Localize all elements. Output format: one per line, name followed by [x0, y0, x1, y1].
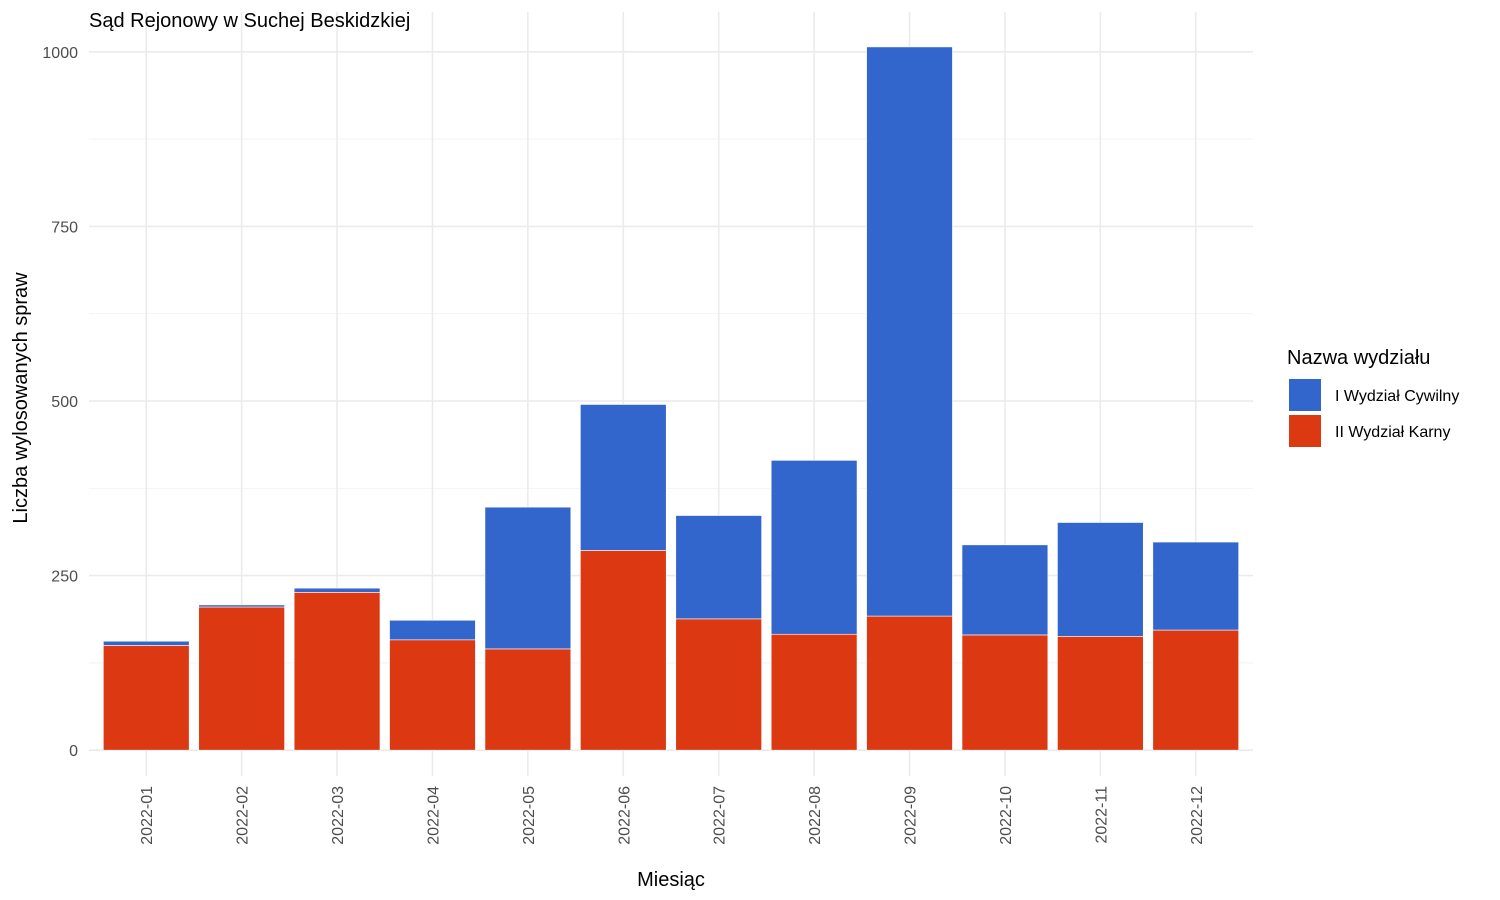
- bar-segment: [1152, 629, 1239, 751]
- x-tick-label: 2022-11: [1093, 786, 1110, 844]
- x-tick-label: 2022-12: [1189, 786, 1206, 845]
- bar-segment: [1057, 636, 1144, 751]
- bar-segment: [198, 604, 285, 608]
- bar-segment: [961, 634, 1049, 751]
- legend-swatch: [1289, 379, 1321, 411]
- legend-items: I Wydział Cywilny II Wydział Karny: [1289, 379, 1459, 447]
- bar-segment: [1057, 522, 1144, 637]
- legend-title: Nazwa wydziału: [1287, 347, 1430, 369]
- bar-segment: [389, 639, 476, 751]
- y-tick-label: 750: [51, 219, 78, 236]
- bar-segment: [770, 460, 858, 635]
- bar-segment: [1152, 541, 1239, 631]
- bar-segment: [961, 544, 1049, 636]
- chart-title: Sąd Rejonowy w Suchej Beskidzkiej: [89, 10, 410, 32]
- x-tick-label: 2022-03: [330, 786, 347, 845]
- bar-segment: [580, 550, 667, 751]
- y-tick-label: 1000: [42, 45, 78, 62]
- x-tick-label: 2022-06: [616, 786, 633, 845]
- x-tick-label: 2022-02: [235, 786, 252, 845]
- bar-segment: [293, 587, 381, 593]
- y-axis-ticks: 0 250 500 750 1000: [42, 45, 78, 760]
- x-tick-label: 2022-01: [139, 786, 156, 845]
- x-tick-label: 2022-05: [521, 786, 538, 845]
- bar-segment: [484, 506, 572, 650]
- x-tick-label: 2022-10: [998, 786, 1015, 845]
- bar-segment: [675, 515, 762, 620]
- bar-segment: [198, 606, 285, 751]
- x-tick-label: 2022-04: [425, 786, 442, 845]
- x-tick-label: 2022-08: [807, 786, 824, 845]
- bar-segment: [103, 645, 190, 751]
- bar-segment: [770, 633, 858, 751]
- y-tick-label: 0: [69, 743, 78, 760]
- bar-segment: [866, 46, 953, 617]
- legend-label: I Wydział Cywilny: [1335, 388, 1459, 405]
- bar-segment: [103, 640, 190, 646]
- y-axis-title: Liczba wylosowanych spraw: [10, 272, 32, 524]
- bar-segment: [293, 592, 381, 751]
- x-tick-label: 2022-07: [712, 786, 729, 845]
- legend-swatch: [1289, 415, 1321, 447]
- bar-segment: [866, 615, 953, 751]
- legend: Nazwa wydziału I Wydział Cywilny II Wydzi…: [1287, 347, 1459, 447]
- bar-segment: [580, 404, 667, 551]
- y-tick-label: 500: [51, 394, 78, 411]
- x-axis-ticks: 2022-01 2022-02 2022-03 2022-04 2022-05 2022-…: [139, 786, 1206, 845]
- y-tick-label: 250: [51, 569, 78, 586]
- legend-label: II Wydział Karny: [1335, 424, 1450, 441]
- bars: [103, 46, 1239, 751]
- bar-segment: [675, 618, 762, 751]
- bar-segment: [484, 648, 572, 751]
- x-tick-label: 2022-09: [903, 786, 920, 845]
- x-axis-title: Miesiąc: [637, 869, 705, 891]
- bar-segment: [389, 619, 476, 641]
